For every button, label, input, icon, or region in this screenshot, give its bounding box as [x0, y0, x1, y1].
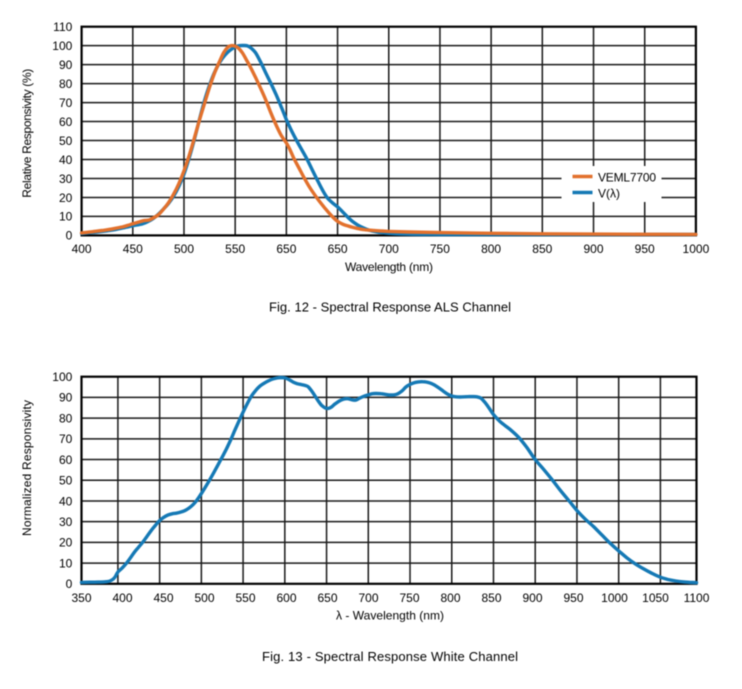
svg-text:600: 600	[276, 591, 296, 605]
svg-text:750: 750	[430, 242, 450, 256]
svg-text:50: 50	[59, 134, 73, 148]
svg-text:Fig. 13 - Spectral Response Wh: Fig. 13 - Spectral Response White Channe…	[262, 649, 518, 664]
svg-text:950: 950	[635, 242, 655, 256]
svg-text:VEML7700: VEML7700	[598, 171, 656, 185]
svg-text:110: 110	[53, 20, 72, 34]
svg-text:0: 0	[66, 229, 73, 243]
svg-text:500: 500	[194, 591, 214, 605]
svg-text:800: 800	[440, 591, 460, 605]
svg-text:400: 400	[72, 242, 92, 256]
svg-text:800: 800	[481, 242, 501, 256]
svg-text:1050: 1050	[642, 591, 669, 605]
svg-text:700: 700	[358, 591, 378, 605]
svg-text:V(λ): V(λ)	[598, 187, 620, 201]
svg-text:λ - Wavelength (nm): λ - Wavelength (nm)	[336, 609, 444, 623]
svg-text:90: 90	[59, 391, 73, 405]
svg-text:1000: 1000	[683, 242, 710, 256]
svg-text:10: 10	[59, 210, 73, 224]
svg-text:0: 0	[66, 577, 73, 591]
svg-text:80: 80	[59, 411, 73, 425]
svg-text:Normalized Responsivity: Normalized Responsivity	[20, 400, 34, 536]
svg-text:550: 550	[225, 242, 245, 256]
svg-text:900: 900	[522, 591, 542, 605]
svg-text:750: 750	[399, 591, 419, 605]
svg-text:100: 100	[52, 370, 72, 384]
svg-text:650: 650	[276, 242, 296, 256]
svg-text:400: 400	[112, 591, 132, 605]
svg-text:550: 550	[235, 591, 255, 605]
svg-text:350: 350	[71, 591, 91, 605]
svg-text:40: 40	[59, 494, 73, 508]
svg-text:850: 850	[481, 591, 501, 605]
svg-text:850: 850	[532, 242, 552, 256]
svg-text:450: 450	[123, 242, 143, 256]
svg-text:900: 900	[583, 242, 603, 256]
svg-text:70: 70	[59, 96, 73, 110]
svg-text:50: 50	[59, 474, 73, 488]
svg-text:30: 30	[59, 515, 73, 529]
svg-text:20: 20	[59, 536, 73, 550]
svg-text:100: 100	[52, 39, 72, 53]
svg-text:60: 60	[59, 115, 73, 129]
svg-text:Relative Responsivity (%): Relative Responsivity (%)	[20, 69, 34, 198]
svg-text:650: 650	[328, 242, 348, 256]
svg-text:650: 650	[317, 591, 337, 605]
svg-text:1100: 1100	[684, 591, 710, 605]
svg-text:30: 30	[59, 172, 73, 186]
svg-text:70: 70	[59, 432, 73, 446]
svg-text:450: 450	[153, 591, 173, 605]
svg-text:10: 10	[59, 556, 73, 570]
svg-text:Fig. 12 - Spectral Response AL: Fig. 12 - Spectral Response ALS Channel	[269, 300, 511, 315]
svg-text:40: 40	[59, 153, 73, 167]
svg-text:60: 60	[59, 453, 73, 467]
svg-text:1000: 1000	[601, 591, 628, 605]
svg-text:500: 500	[174, 242, 194, 256]
svg-text:90: 90	[59, 58, 73, 72]
svg-text:80: 80	[59, 77, 73, 91]
svg-text:950: 950	[563, 591, 583, 605]
svg-text:700: 700	[379, 242, 399, 256]
svg-text:Wavelength (nm): Wavelength (nm)	[345, 260, 433, 274]
svg-text:20: 20	[59, 191, 73, 205]
